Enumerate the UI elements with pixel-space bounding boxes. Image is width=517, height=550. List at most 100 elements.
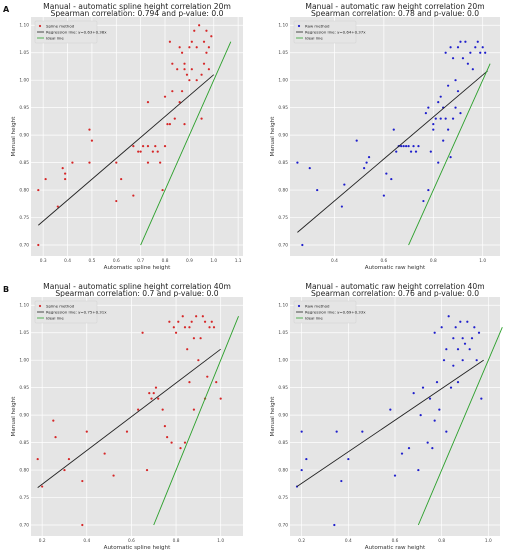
data-point <box>44 177 47 181</box>
y-tick-label: 0.85 <box>19 440 29 446</box>
legend-label-ideal: Ideal line <box>46 35 64 40</box>
y-axis-label: Manual height <box>270 396 276 437</box>
data-point <box>440 326 443 329</box>
data-point <box>442 139 445 142</box>
data-point <box>193 29 196 32</box>
y-tick-label: 0.70 <box>278 523 288 529</box>
data-point <box>477 331 481 334</box>
data-point <box>146 145 150 148</box>
x-tick-label: 1.0 <box>217 538 224 544</box>
data-point <box>88 128 91 131</box>
data-point <box>115 199 118 203</box>
y-tick-label: 0.95 <box>278 105 288 111</box>
data-point <box>456 348 460 351</box>
data-point <box>466 62 469 65</box>
data-point <box>459 320 462 323</box>
data-point <box>390 177 393 181</box>
data-point <box>435 381 439 384</box>
data-point <box>168 123 171 126</box>
data-point <box>190 40 193 43</box>
plot-background <box>290 17 500 256</box>
legend-label-points: Raw method <box>305 23 330 28</box>
data-point <box>469 51 472 54</box>
x-tick-label: 1.0 <box>485 538 492 544</box>
data-point <box>300 430 303 433</box>
data-point <box>177 320 180 323</box>
data-point <box>178 101 181 104</box>
data-point <box>426 441 429 444</box>
data-point <box>64 177 67 181</box>
data-point <box>444 117 447 120</box>
data-point <box>199 337 202 340</box>
data-point <box>154 386 158 389</box>
x-tick-label: 0.2 <box>298 538 305 544</box>
data-point <box>115 161 118 164</box>
data-point <box>183 62 186 65</box>
x-tick-label: 1.0 <box>479 258 486 264</box>
data-point <box>449 386 453 389</box>
chart-subtitle: Spearman correlation: 0.78 and p-value: … <box>311 9 479 18</box>
data-point <box>367 156 371 159</box>
panel-label-a: A <box>3 5 10 14</box>
data-point <box>202 62 206 65</box>
legend-box <box>34 300 98 324</box>
data-point <box>125 430 129 433</box>
y-tick-label: 0.75 <box>278 215 288 221</box>
chart-subtitle: Spearman correlation: 0.7 and p-value: 0… <box>55 289 218 298</box>
y-tick-label: 1.00 <box>278 78 288 84</box>
data-point <box>447 315 450 318</box>
data-point <box>54 436 57 439</box>
data-point <box>445 348 448 351</box>
data-point <box>203 320 207 323</box>
data-point <box>417 145 420 148</box>
data-point <box>152 392 155 395</box>
y-axis-label: Manual height <box>11 396 17 437</box>
data-point <box>173 117 176 120</box>
data-point <box>148 392 151 395</box>
x-tick-label: 0.6 <box>128 538 135 544</box>
data-point <box>192 337 196 340</box>
data-point <box>452 364 455 367</box>
y-tick-label: 0.80 <box>278 468 288 474</box>
y-tick-label: 1.05 <box>278 330 288 336</box>
data-point <box>190 68 193 71</box>
data-point <box>81 479 84 483</box>
legend-marker-points <box>38 24 42 28</box>
data-point <box>361 430 364 433</box>
data-point <box>421 386 425 389</box>
data-point <box>120 177 123 181</box>
data-point <box>139 150 142 153</box>
y-tick-label: 1.10 <box>19 23 29 29</box>
data-point <box>195 315 198 318</box>
data-point <box>141 145 145 148</box>
data-point <box>132 194 135 197</box>
y-tick-label: 1.00 <box>278 358 288 364</box>
chart-title: Manual - automatic raw height correlatio… <box>305 282 484 291</box>
x-tick-label: 0.7 <box>137 258 144 264</box>
data-point <box>365 161 368 164</box>
data-point <box>202 40 206 43</box>
legend-label-points: Spline method <box>46 23 75 28</box>
data-point <box>335 430 338 433</box>
data-point <box>180 51 184 54</box>
x-tick-label: 0.2 <box>39 538 46 544</box>
data-point <box>437 101 440 104</box>
y-tick-label: 0.85 <box>278 160 288 166</box>
data-point <box>37 243 40 247</box>
data-point <box>461 337 464 340</box>
data-point <box>41 485 44 488</box>
data-point <box>212 326 216 329</box>
y-tick-label: 0.90 <box>19 133 29 139</box>
data-point <box>301 243 304 247</box>
chart-raw-20m: Manual - automatic raw height correlatio… <box>270 2 500 271</box>
data-point <box>186 348 189 351</box>
y-tick-label: 0.90 <box>19 413 29 419</box>
y-tick-label: 1.10 <box>278 23 288 29</box>
data-point <box>81 523 84 527</box>
x-tick-label: 0.8 <box>173 538 180 544</box>
data-point <box>183 68 186 71</box>
data-point <box>407 145 410 148</box>
data-point <box>168 40 171 43</box>
data-point <box>183 123 186 126</box>
data-point <box>85 430 88 433</box>
